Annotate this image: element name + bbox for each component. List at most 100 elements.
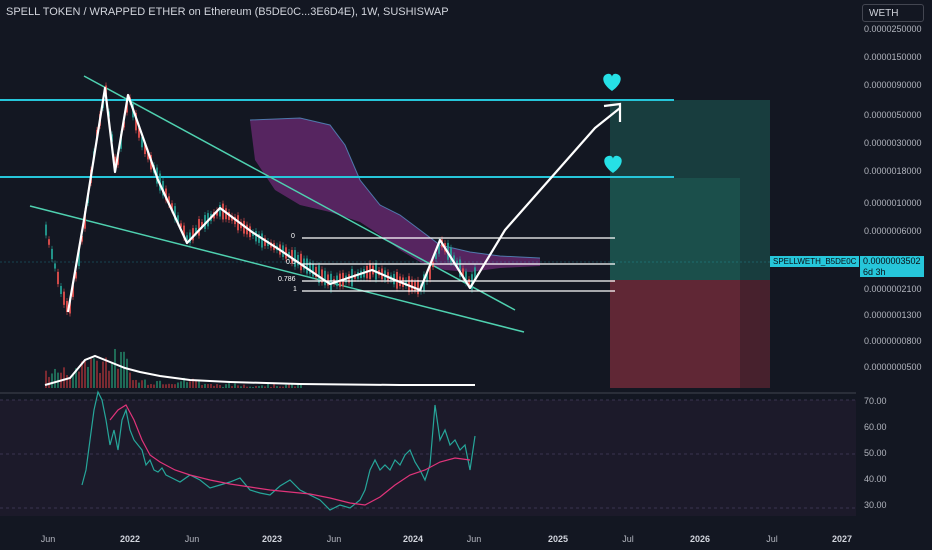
time-axis-label: 2027 — [831, 534, 853, 544]
volume-bar — [93, 358, 95, 388]
rsi-pane-background — [0, 400, 856, 516]
currency-selector[interactable]: WETH — [862, 4, 924, 22]
volume-bar — [300, 383, 302, 388]
volume-bar — [111, 362, 113, 388]
volume-bar — [285, 384, 287, 388]
volume-bar — [180, 381, 182, 388]
rsi-axis-label: 40.00 — [864, 474, 887, 484]
volume-bar — [282, 386, 284, 388]
volume-bar — [291, 384, 293, 388]
volume-bar — [138, 382, 140, 388]
volume-bar — [258, 386, 260, 388]
price-axis-label: 0.0000001300 — [864, 310, 922, 320]
volume-bar — [204, 383, 206, 388]
volume-bar — [120, 351, 122, 388]
volume-bar — [90, 358, 92, 388]
price-axis-label: 0.0000010000 — [864, 198, 922, 208]
volume-bar — [168, 383, 170, 388]
volume-bar — [96, 360, 98, 388]
price-axis-label: 0.0000002100 — [864, 284, 922, 294]
time-axis-label: Jun — [326, 534, 342, 544]
volume-bar — [270, 386, 272, 388]
volume-bar — [141, 380, 143, 388]
pane-separator[interactable] — [0, 392, 856, 394]
volume-bar — [156, 381, 158, 388]
volume-bar — [48, 376, 50, 388]
volume-bar — [252, 386, 254, 388]
price-axis-label: 0.0000250000 — [864, 24, 922, 34]
volume-bar — [234, 383, 236, 388]
channel-upper-line[interactable] — [83, 75, 516, 311]
volume-bar — [174, 384, 176, 388]
pattern-path[interactable] — [66, 86, 621, 313]
price-axis-label: 0.0000030000 — [864, 138, 922, 148]
volume-bar — [117, 368, 119, 388]
volume-bar — [75, 368, 77, 388]
volume-bar — [51, 373, 53, 388]
volume-bar — [87, 366, 89, 388]
current-price-tag[interactable]: 0.0000003502 6d 3h — [860, 256, 924, 277]
symbol-price-tag[interactable]: SPELLWETH_B5DE0C — [770, 256, 860, 267]
volume-bar — [183, 377, 185, 388]
volume-bar — [84, 360, 86, 388]
volume-bar — [102, 361, 104, 388]
volume-bar — [57, 372, 59, 388]
volume-bar — [228, 383, 230, 388]
volume-bar — [45, 370, 47, 388]
volume-bar — [150, 384, 152, 388]
volume-bar — [123, 351, 125, 388]
rsi-axis-label: 50.00 — [864, 448, 887, 458]
rsi-axis-label: 60.00 — [864, 422, 887, 432]
price-axis-label: 0.0000000500 — [864, 362, 922, 372]
channel-lower-line[interactable] — [29, 205, 525, 333]
volume-bar — [213, 385, 215, 388]
time-axis-label: Jun — [466, 534, 482, 544]
volume-bar — [231, 386, 233, 388]
volume-bar — [105, 357, 107, 388]
volume-bar — [165, 384, 167, 388]
price-axis-label: 0.0000090000 — [864, 80, 922, 90]
rsi-axis-label: 30.00 — [864, 500, 887, 510]
volume-bar — [225, 384, 227, 388]
countdown-value: 6d 3h — [863, 266, 886, 277]
volume-bar — [78, 371, 80, 388]
time-axis-label: 2023 — [261, 534, 283, 544]
stop-zone-inner — [610, 280, 740, 388]
price-axis-label: 0.0000006000 — [864, 226, 922, 236]
time-axis-label: 2022 — [119, 534, 141, 544]
current-price-value: 0.0000003502 — [863, 256, 921, 266]
volume-bar — [297, 383, 299, 388]
volume-bar — [264, 386, 266, 388]
volume-bar — [189, 381, 191, 388]
volume-bar — [144, 379, 146, 388]
volume-bar — [195, 380, 197, 388]
time-axis-label: Jun — [184, 534, 200, 544]
volume-bar — [54, 368, 56, 388]
volume-bar — [240, 386, 242, 388]
volume-bar — [267, 383, 269, 388]
fib-label-0: 0 — [291, 233, 295, 240]
time-axis-label: Jul — [766, 534, 778, 544]
volume-bar — [207, 384, 209, 388]
volume-bar — [237, 385, 239, 388]
heart-icon — [604, 155, 622, 173]
volume-bar — [198, 381, 200, 388]
target-zone-lower[interactable] — [610, 178, 740, 280]
rsi-axis-label: 70.00 — [864, 396, 887, 406]
volume-bar — [69, 377, 71, 388]
volume-bars — [45, 348, 302, 388]
volume-ma-line — [44, 354, 475, 386]
volume-bar — [243, 384, 245, 388]
volume-bar — [186, 382, 188, 388]
volume-bar — [126, 358, 128, 388]
arrow-head — [603, 102, 622, 122]
price-axis-label: 0.0000000800 — [864, 336, 922, 346]
volume-bar — [147, 384, 149, 388]
volume-bar — [63, 367, 65, 388]
volume-bar — [159, 380, 161, 388]
ichimoku-cloud — [250, 118, 540, 272]
time-axis-label: 2025 — [547, 534, 569, 544]
volume-bar — [192, 378, 194, 388]
volume-bar — [210, 383, 212, 388]
